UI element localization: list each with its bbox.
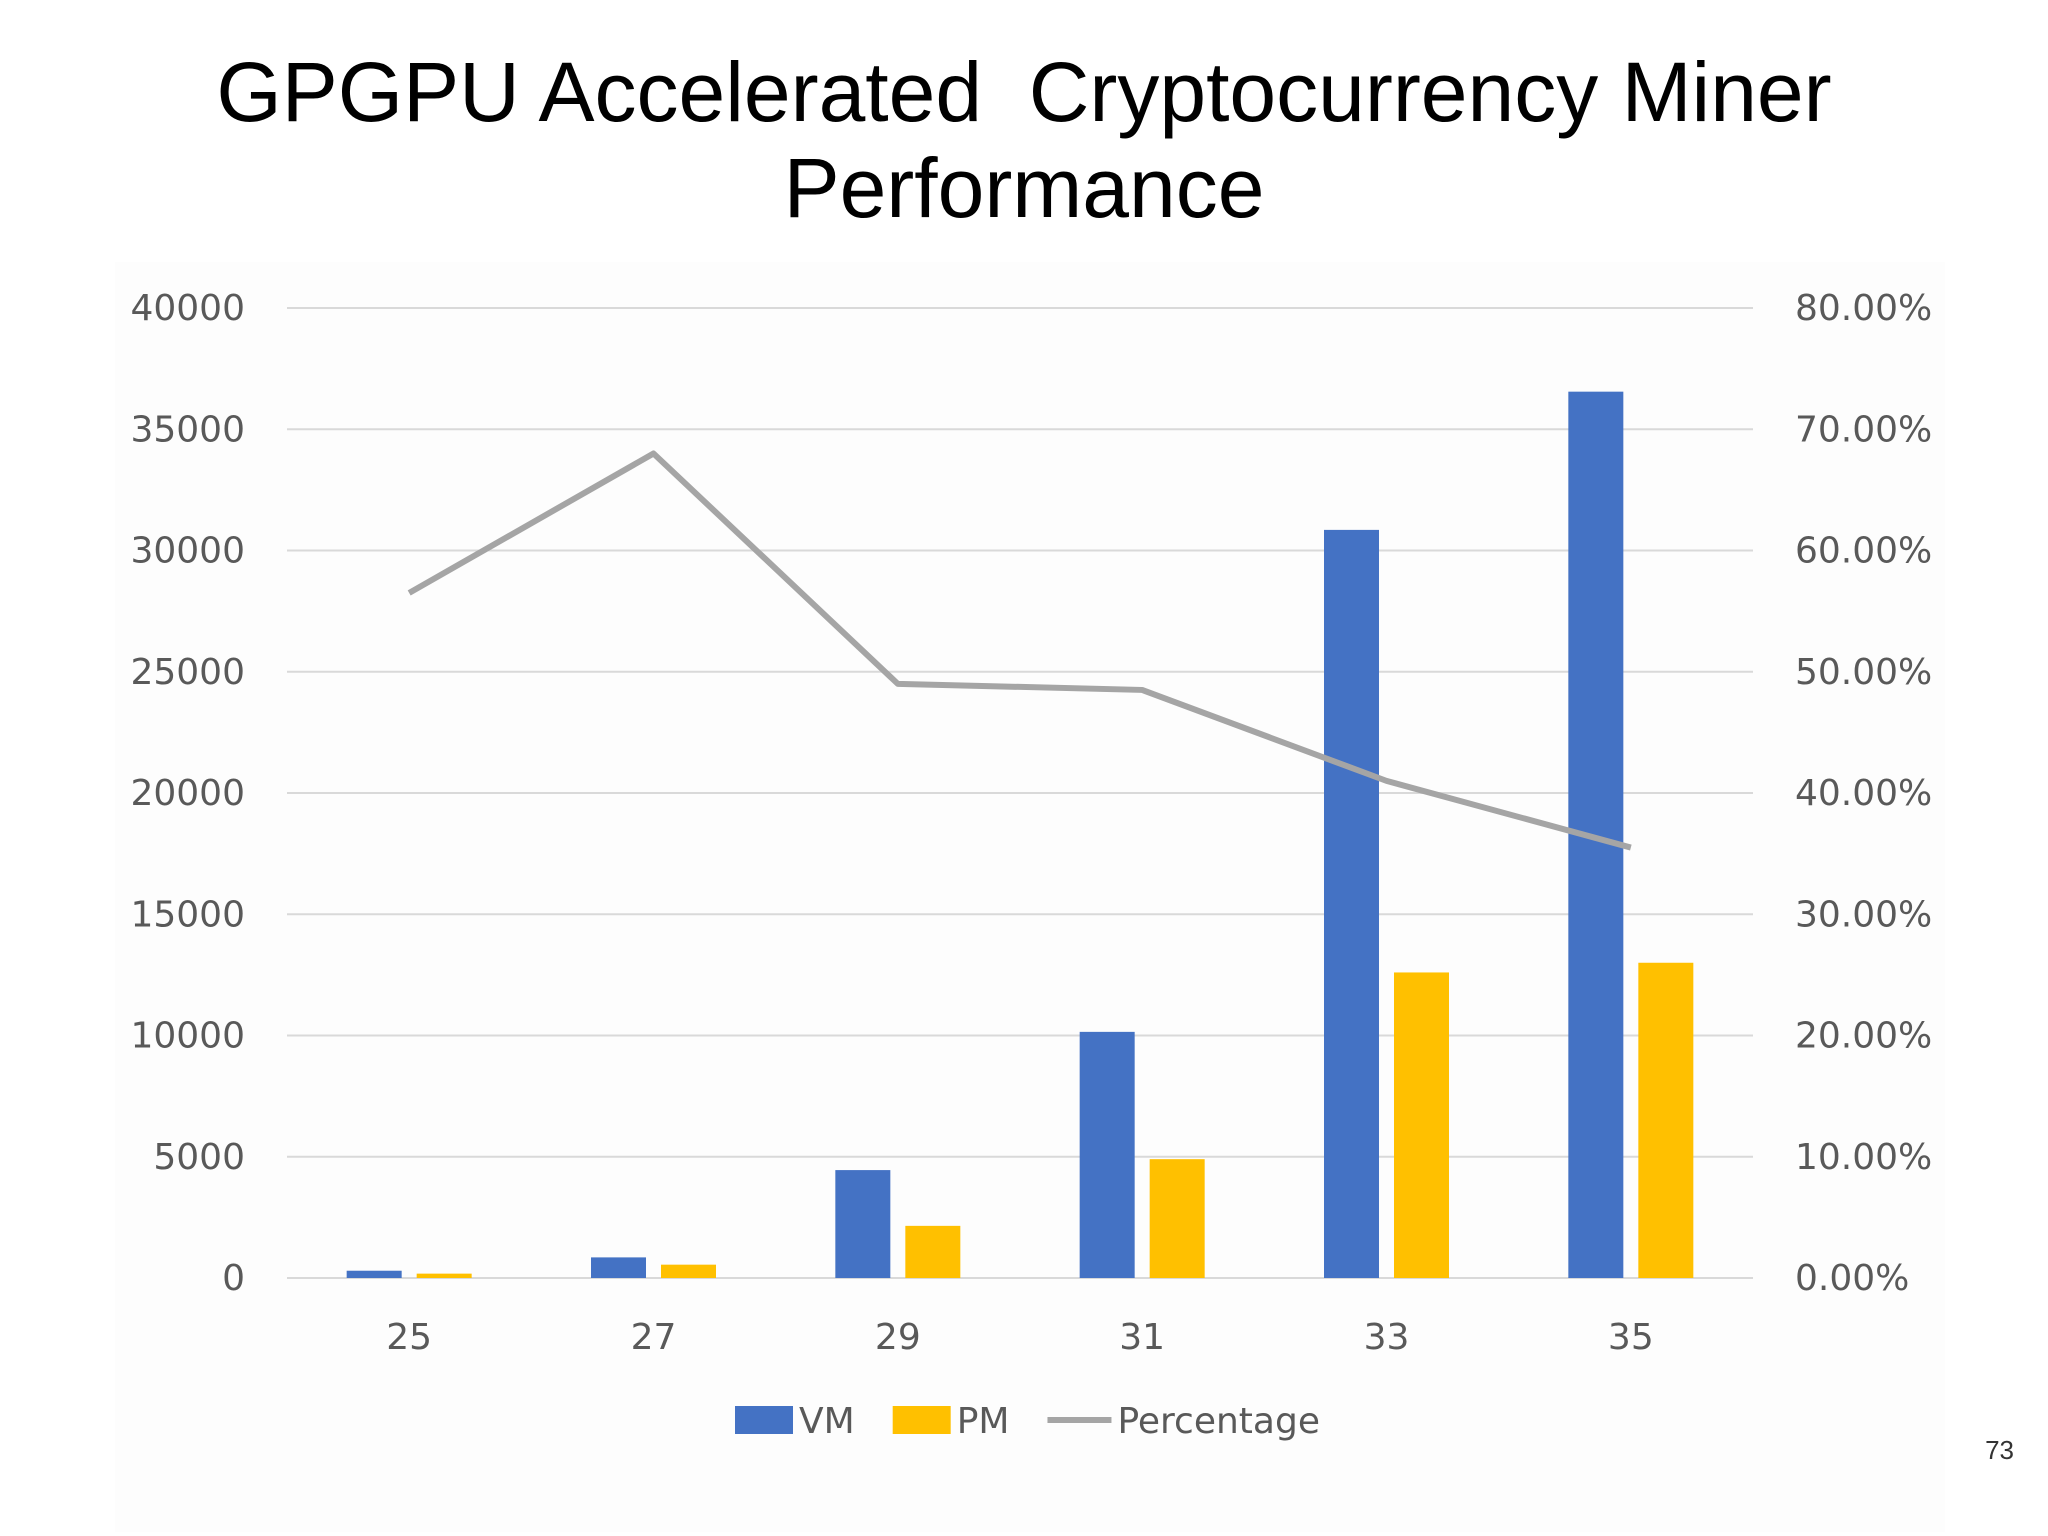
right-axis-tick-label: 10.00% — [1795, 1137, 1932, 1178]
left-axis-tick-label: 40000 — [130, 288, 245, 329]
right-axis-tick-label: 50.00% — [1795, 652, 1932, 693]
x-axis-tick-label: 35 — [1608, 1317, 1654, 1358]
bar-pm-33 — [1394, 972, 1449, 1278]
x-axis-tick-label: 31 — [1119, 1317, 1165, 1358]
legend-label-vm: VM — [799, 1401, 855, 1442]
x-axis-tick-label: 27 — [631, 1317, 677, 1358]
right-axis-tick-label: 40.00% — [1795, 773, 1932, 814]
bar-vm-29 — [835, 1170, 891, 1278]
slide-title-line-2: Performance — [783, 141, 1265, 235]
bar-pm-27 — [661, 1264, 716, 1278]
page-number: 73 — [1985, 1435, 2014, 1465]
legend-label-percentage: Percentage — [1117, 1401, 1320, 1442]
gridlines — [287, 307, 1753, 1279]
right-axis-tick-label: 20.00% — [1795, 1016, 1932, 1057]
x-axis-tick-label: 33 — [1364, 1317, 1410, 1358]
bar-pm-29 — [905, 1225, 961, 1278]
bar-pm-25 — [416, 1273, 472, 1278]
right-axis-tick-label: 80.00% — [1795, 288, 1932, 329]
left-axis-tick-label: 20000 — [130, 773, 245, 814]
left-axis-tick-label: 15000 — [130, 894, 245, 935]
left-axis-tick-label: 10000 — [130, 1016, 245, 1057]
legend: VM PM Percentage — [735, 1401, 1320, 1442]
left-axis-tick-label: 30000 — [130, 531, 245, 572]
x-axis-labels: 25 27 29 31 33 35 — [386, 1317, 1653, 1358]
left-axis-labels: 0 5000 10000 15000 20000 25000 30000 35000 40000 — [130, 288, 245, 1299]
plot-area-background — [115, 262, 1945, 1532]
bar-series — [346, 391, 1694, 1279]
legend-swatch-pm — [892, 1406, 951, 1434]
left-axis-tick-label: 25000 — [130, 652, 245, 693]
x-axis-tick-label: 29 — [875, 1317, 921, 1358]
bar-vm-25 — [346, 1270, 402, 1278]
bar-vm-27 — [591, 1257, 646, 1278]
right-axis-tick-label: 70.00% — [1795, 409, 1932, 450]
bar-vm-33 — [1324, 529, 1379, 1278]
legend-label-pm: PM — [957, 1401, 1010, 1442]
x-axis-tick-label: 25 — [386, 1317, 432, 1358]
left-axis-tick-label: 35000 — [130, 409, 245, 450]
right-axis-tick-label: 60.00% — [1795, 531, 1932, 572]
right-axis-tick-label: 0.00% — [1795, 1258, 1909, 1299]
legend-swatch-vm — [735, 1406, 793, 1434]
bar-pm-31 — [1149, 1159, 1205, 1278]
line-series — [407, 450, 1632, 851]
line-percentage — [407, 450, 1632, 851]
right-axis-labels: 0.00% 10.00% 20.00% 30.00% 40.00% 50.00% 60.00… — [1795, 288, 1932, 1299]
right-axis-tick-label: 30.00% — [1795, 894, 1932, 935]
bar-vm-31 — [1079, 1031, 1135, 1278]
slide-title-line-1: GPGPU Accelerated Cryptocurrency Miner — [216, 45, 1832, 139]
left-axis-tick-label: 0 — [222, 1258, 245, 1299]
bar-pm-35 — [1638, 962, 1694, 1278]
slide-title: GPGPU Accelerated Cryptocurrency Miner P… — [0, 44, 2048, 236]
left-axis-tick-label: 5000 — [153, 1137, 245, 1178]
